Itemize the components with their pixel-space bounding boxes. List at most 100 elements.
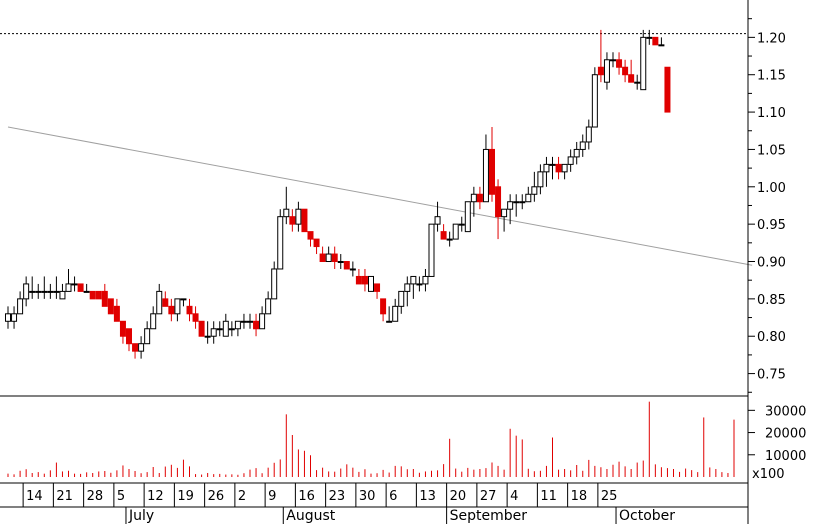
candle: [222, 313, 229, 337]
candle-body: [513, 201, 520, 204]
candle: [325, 246, 332, 263]
day-tick-label: 5: [117, 489, 125, 504]
day-tick-label: 28: [87, 489, 104, 504]
candle: [507, 194, 514, 225]
candle-body: [65, 283, 72, 292]
candle: [543, 156, 550, 187]
candle: [41, 276, 48, 299]
candle: [386, 306, 393, 323]
candle-body: [634, 81, 641, 84]
trendline-layer: [7, 126, 753, 266]
candle-body: [319, 253, 326, 263]
trendline: [7, 126, 753, 266]
candle: [119, 320, 126, 344]
candle: [603, 52, 610, 90]
candle-body: [428, 223, 435, 277]
candle: [597, 29, 604, 83]
candle-body: [410, 275, 417, 285]
candle: [398, 290, 405, 314]
month-label: September: [450, 508, 528, 524]
candle: [628, 59, 635, 83]
candle-body: [440, 231, 447, 240]
candle-body: [470, 193, 477, 203]
candle-body: [29, 290, 36, 293]
candle: [277, 209, 284, 270]
price-tick-label: 1.00: [757, 181, 786, 196]
candle: [95, 290, 102, 300]
day-tick-label: 25: [601, 489, 618, 504]
candle-body: [561, 163, 568, 173]
candle-body: [434, 216, 441, 225]
candle: [77, 283, 84, 292]
candle: [174, 298, 181, 322]
day-tick-label: 20: [450, 489, 467, 504]
candle-body: [144, 328, 151, 345]
candle: [289, 209, 296, 232]
candle: [138, 336, 145, 359]
price-tick-label: 0.75: [757, 368, 786, 383]
candle: [53, 276, 60, 299]
candle-body: [652, 36, 659, 46]
candle-body: [113, 305, 120, 322]
candle: [446, 231, 453, 247]
candle-body: [628, 74, 635, 83]
candle-body: [126, 328, 132, 345]
candle: [392, 298, 399, 322]
candle: [555, 156, 562, 180]
candle-body: [119, 320, 126, 337]
candle: [295, 201, 302, 232]
candle: [368, 275, 374, 292]
candle: [428, 223, 435, 277]
candle-body: [622, 66, 629, 76]
candle: [610, 52, 616, 68]
volume-tick-label: 20000: [765, 427, 806, 442]
candle-body: [603, 59, 610, 83]
candle-body: [180, 298, 187, 301]
candle-body: [71, 283, 78, 286]
price-tick-label: 0.85: [757, 293, 786, 308]
candle: [549, 156, 556, 180]
candle-body: [579, 141, 586, 150]
candle: [319, 246, 326, 263]
date-axis: 14 21 28 5 12 19 26 2 9 16 23 30 6 13 20 27 4 11 18 25 July A…: [22, 483, 675, 524]
candle: [23, 276, 30, 307]
candle-body: [507, 201, 514, 210]
candle-body: [646, 36, 653, 39]
candle: [519, 194, 526, 210]
candle: [162, 291, 169, 307]
candle: [17, 291, 24, 315]
candle-body: [47, 290, 54, 293]
day-tick-label: 27: [480, 489, 497, 504]
candle-body: [228, 328, 235, 331]
candle: [416, 276, 423, 292]
candle-body: [495, 186, 502, 218]
candle-body: [464, 201, 471, 233]
candle-body: [174, 298, 181, 315]
candle: [301, 208, 308, 233]
price-axis: 0.75 0.80 0.85 0.90 0.95 1.00 1.05 1.10 1.15 1.20: [748, 18, 786, 393]
price-tick-label: 0.95: [757, 218, 786, 233]
candle-body: [240, 320, 247, 323]
candle: [132, 343, 139, 359]
candle-body: [458, 223, 465, 226]
candle: [531, 171, 538, 202]
candle: [216, 321, 223, 337]
candle-body: [5, 313, 11, 322]
candle-body: [610, 59, 616, 62]
candle: [561, 163, 568, 180]
candle: [107, 298, 114, 315]
candle-body: [23, 283, 30, 300]
candle-body: [331, 253, 338, 263]
candle: [126, 328, 132, 352]
candle: [271, 261, 278, 300]
candle: [452, 223, 459, 240]
candle: [361, 268, 368, 292]
candle: [458, 216, 465, 232]
day-tick-label: 2: [238, 489, 246, 504]
candle: [29, 276, 36, 299]
volume-bars: [7, 401, 735, 477]
day-tick-label: 16: [298, 489, 315, 504]
candle-body: [259, 313, 266, 330]
candle-body: [374, 283, 381, 292]
